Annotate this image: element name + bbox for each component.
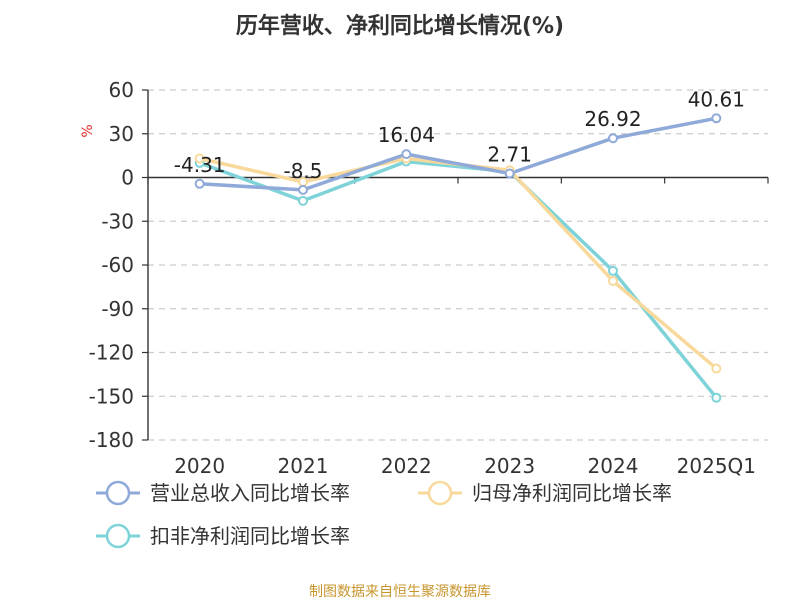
series-points — [194, 113, 722, 403]
y-tick-label: 0 — [121, 166, 134, 190]
y-tick-label: -180 — [89, 428, 134, 452]
x-tick-label: 2023 — [484, 454, 535, 478]
x-tick-label: 2020 — [174, 454, 225, 478]
y-tick-label: -30 — [101, 209, 134, 233]
x-tick-label: 2022 — [381, 454, 432, 478]
legend-swatch-marker — [105, 523, 131, 549]
data-point — [711, 363, 722, 374]
x-tick-label: 2024 — [588, 454, 639, 478]
data-source-footer: 制图数据来自恒生聚源数据库 — [309, 584, 491, 600]
y-tick-label: -150 — [89, 384, 134, 408]
data-label: 40.61 — [688, 87, 745, 111]
legend-label: 营业总收入同比增长率 — [150, 481, 350, 505]
data-point — [401, 149, 412, 160]
y-tick-label: -90 — [101, 297, 134, 321]
data-point — [298, 184, 308, 195]
chart-title: 历年营收、净利同比增长情况(%) — [236, 13, 564, 39]
data-point — [194, 178, 205, 189]
data-point — [504, 168, 515, 179]
data-point — [711, 392, 722, 403]
data-labels: -4.31 -8.5 16.04 2.71 26.92 40.61 — [174, 87, 745, 183]
gridlines — [148, 89, 768, 441]
data-label: 26.92 — [584, 107, 641, 131]
axes: 60 30 0 -30 -60 -90 -120 -150 -180 2020 2021 2022 20… — [89, 78, 769, 478]
series-lines — [197, 116, 719, 400]
data-point — [711, 113, 722, 124]
data-label: -8.5 — [283, 159, 322, 183]
legend-swatch-marker — [105, 480, 131, 506]
y-axis-unit-label: % — [80, 124, 96, 137]
series-line — [197, 159, 719, 400]
series-line — [197, 116, 719, 192]
data-point — [194, 153, 205, 164]
data-point — [608, 133, 618, 144]
legend-label: 扣非净利润同比增长率 — [150, 524, 350, 548]
y-tick-label: 60 — [109, 78, 134, 102]
data-point — [608, 276, 618, 287]
y-tick-label: 30 — [109, 122, 134, 146]
data-label: -4.31 — [174, 153, 226, 177]
x-tick-label: 2025Q1 — [677, 454, 756, 478]
data-label: 2.71 — [487, 143, 532, 167]
legend-swatch-marker — [427, 480, 453, 506]
legend-label: 归母净利润同比增长率 — [472, 481, 672, 505]
x-tick-label: 2021 — [278, 454, 329, 478]
y-tick-label: -60 — [101, 253, 134, 277]
y-tick-label: -120 — [89, 341, 134, 365]
data-point — [608, 265, 618, 276]
data-label: 16.04 — [378, 123, 435, 147]
data-point — [298, 195, 308, 206]
